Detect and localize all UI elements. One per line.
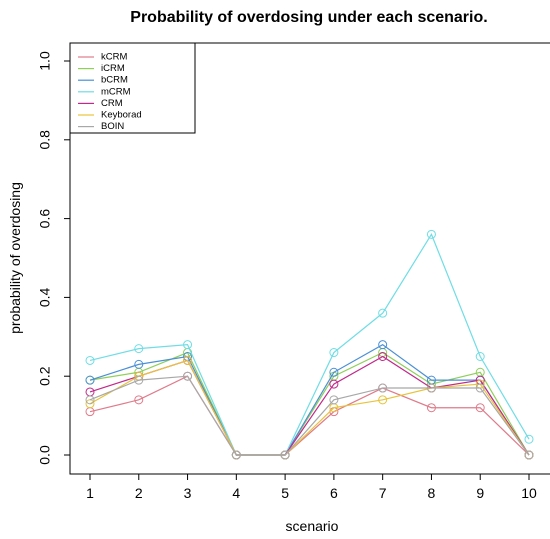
- data-point-mcrm: [183, 340, 193, 350]
- x-tick-label: 1: [86, 485, 94, 501]
- data-point-kcrm: [475, 403, 485, 413]
- series-line-boin: [89, 375, 530, 456]
- data-point-boin: [475, 383, 485, 393]
- y-tick-label: 1.0: [37, 51, 53, 71]
- x-tick-label: 10: [521, 485, 537, 501]
- y-tick-label: 0.2: [37, 366, 53, 386]
- y-tick-label: 0.6: [37, 209, 53, 229]
- data-point-mcrm: [524, 434, 534, 444]
- x-axis-label: scenario: [286, 518, 339, 534]
- x-tick-label: 8: [428, 485, 436, 501]
- series-line-bcrm: [89, 343, 530, 456]
- x-tick-label: 7: [379, 485, 387, 501]
- legend-box: [69, 42, 196, 134]
- legend-label: bCRM: [101, 75, 128, 86]
- data-point-boin: [378, 383, 388, 393]
- legend-label: BOIN: [101, 121, 124, 132]
- y-axis-label: probability of overdosing: [7, 182, 23, 334]
- data-point-boin: [231, 450, 241, 460]
- data-point-boin: [329, 395, 339, 405]
- series-line-kcrm: [89, 375, 530, 456]
- plot-area: 0.0 0.2 0.4 0.6 0.8 1.0 1 2 3 4 5 6 7 8 9 10 kCRMiCRMbCR…: [37, 42, 550, 501]
- data-point-bcrm: [85, 375, 95, 385]
- data-point-boin: [85, 395, 95, 405]
- data-point-crm: [378, 352, 388, 361]
- data-point-boin: [183, 371, 193, 381]
- data-point-mcrm: [426, 229, 436, 239]
- data-point-mcrm: [85, 355, 95, 365]
- data-point-crm: [329, 379, 339, 389]
- x-tick-label: 5: [281, 485, 289, 501]
- legend-label: CRM: [101, 98, 123, 109]
- chart-title: Probability of overdosing under each sce…: [130, 9, 487, 26]
- data-point-kcrm: [134, 395, 144, 405]
- data-point-bcrm: [134, 359, 144, 369]
- x-tick-label: 2: [135, 485, 143, 501]
- data-point-keyborad: [183, 355, 193, 365]
- data-point-keyborad: [378, 395, 388, 405]
- series-line-icrm: [89, 351, 530, 456]
- data-point-mcrm: [329, 348, 339, 358]
- legend-label: kCRM: [101, 52, 127, 63]
- y-tick-label: 0.8: [37, 130, 53, 150]
- data-point-kcrm: [426, 403, 436, 413]
- series-line-keyborad: [89, 359, 530, 456]
- y-tick-label: 0.4: [37, 287, 53, 307]
- legend-label: iCRM: [101, 63, 125, 74]
- legend-label: mCRM: [101, 86, 131, 97]
- data-point-mcrm: [378, 308, 388, 318]
- data-point-mcrm: [475, 352, 485, 361]
- x-tick-label: 4: [232, 485, 240, 501]
- data-point-boin: [426, 383, 436, 393]
- data-point-bcrm: [329, 367, 339, 377]
- data-point-boin: [524, 450, 534, 460]
- series-line-mcrm: [89, 233, 530, 456]
- x-tick-label: 6: [330, 485, 338, 501]
- y-tick-label: 0.0: [37, 445, 53, 465]
- x-tick-label: 3: [184, 485, 192, 501]
- data-point-boin: [280, 450, 290, 460]
- data-point-boin: [134, 375, 144, 385]
- x-tick-label: 9: [476, 485, 484, 501]
- plot-frame: [69, 42, 550, 475]
- data-point-bcrm: [378, 340, 388, 350]
- legend-label: Keyborad: [101, 110, 142, 121]
- data-point-mcrm: [134, 344, 144, 354]
